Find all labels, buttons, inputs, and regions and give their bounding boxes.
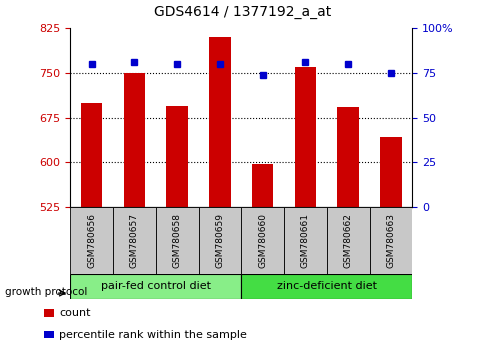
Bar: [379, 137, 401, 207]
Text: GSM780660: GSM780660: [257, 213, 267, 268]
Bar: [209, 37, 230, 207]
Text: GSM780656: GSM780656: [87, 213, 96, 268]
Bar: [326, 207, 369, 274]
Text: GSM780658: GSM780658: [172, 213, 182, 268]
Text: GSM780659: GSM780659: [215, 213, 224, 268]
Text: percentile rank within the sample: percentile rank within the sample: [59, 330, 246, 339]
Text: pair-fed control diet: pair-fed control diet: [101, 281, 211, 291]
Text: GSM780662: GSM780662: [343, 213, 352, 268]
Bar: [252, 164, 273, 207]
Text: count: count: [59, 308, 91, 318]
Bar: [241, 207, 284, 274]
Text: GSM780663: GSM780663: [386, 213, 394, 268]
Bar: [81, 103, 102, 207]
Text: GDS4614 / 1377192_a_at: GDS4614 / 1377192_a_at: [153, 5, 331, 19]
Text: zinc-deficient diet: zinc-deficient diet: [276, 281, 376, 291]
Bar: [70, 274, 241, 299]
Text: GSM780661: GSM780661: [300, 213, 309, 268]
Bar: [198, 207, 241, 274]
Bar: [284, 207, 326, 274]
Bar: [113, 207, 155, 274]
Bar: [166, 106, 187, 207]
Bar: [44, 309, 54, 317]
Bar: [70, 207, 113, 274]
Bar: [337, 107, 358, 207]
Bar: [155, 207, 198, 274]
Bar: [369, 207, 411, 274]
Bar: [241, 274, 411, 299]
Text: GSM780657: GSM780657: [130, 213, 138, 268]
Bar: [123, 73, 145, 207]
Text: growth protocol: growth protocol: [5, 287, 87, 297]
Bar: [294, 67, 316, 207]
Bar: [44, 331, 54, 338]
